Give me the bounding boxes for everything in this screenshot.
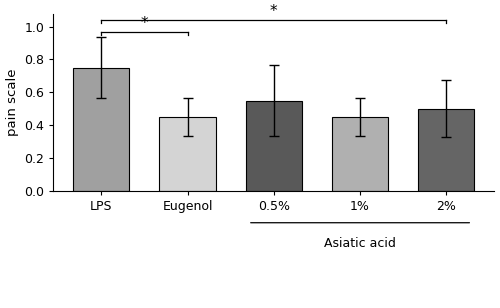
Y-axis label: pain scale: pain scale — [6, 68, 18, 136]
Bar — [418, 109, 474, 191]
Bar — [73, 68, 130, 191]
Bar — [332, 117, 388, 191]
Bar — [246, 100, 302, 191]
Bar — [160, 117, 216, 191]
Text: Asiatic acid: Asiatic acid — [324, 237, 396, 250]
Text: *: * — [140, 16, 148, 31]
Text: *: * — [270, 4, 278, 19]
